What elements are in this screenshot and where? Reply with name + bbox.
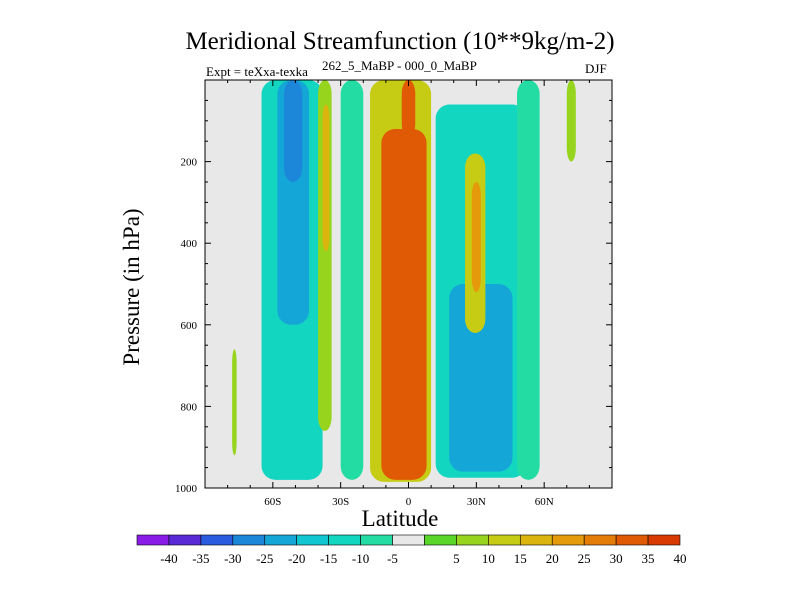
x-tick-label-1: 30S xyxy=(332,496,349,508)
x-tick-label-3: 30N xyxy=(467,496,486,508)
colorbar-box-8 xyxy=(392,534,425,546)
contour-band-8 xyxy=(381,128,427,480)
y-tick-label-200: 200 xyxy=(181,157,198,169)
colorbar-label-6: -10 xyxy=(352,551,369,566)
contour-band-15 xyxy=(566,80,576,162)
colorbar-label-10: 15 xyxy=(514,551,527,566)
colorbar-label-5: -15 xyxy=(320,551,337,566)
colorbar-box-5 xyxy=(296,534,329,546)
x-tick-label-0: 60S xyxy=(264,496,281,508)
colorbar-label-9: 10 xyxy=(482,551,495,566)
y-tick-label-800: 800 xyxy=(181,401,198,413)
contour-band-11 xyxy=(449,284,513,472)
period-label: 262_5_MaBP - 000_0_MaBP xyxy=(322,58,477,73)
contour-band-5 xyxy=(322,104,330,252)
contour-band-13 xyxy=(471,182,481,293)
colorbar-box-14 xyxy=(583,534,617,546)
x-tick-label-4: 60N xyxy=(535,496,554,508)
colorbar-label-15: 40 xyxy=(674,551,687,566)
season-label: DJF xyxy=(585,61,607,76)
x-tick-label-2: 0 xyxy=(406,496,412,508)
colorbar-box-6 xyxy=(328,534,361,546)
colorbar-box-7 xyxy=(360,534,393,546)
contour-band-9 xyxy=(401,80,416,138)
colorbar-box-1 xyxy=(168,534,202,546)
colorbar-label-12: 25 xyxy=(578,551,591,566)
colorbar-label-13: 30 xyxy=(610,551,623,566)
colorbar-box-13 xyxy=(551,534,585,546)
colorbar-box-3 xyxy=(232,534,266,546)
colorbar-label-14: 35 xyxy=(642,551,655,566)
y-tick-label-1000: 1000 xyxy=(175,483,198,495)
y-tick-label-600: 600 xyxy=(181,320,198,332)
colorbar-label-7: -5 xyxy=(387,551,398,566)
colorbar-label-8: 5 xyxy=(453,551,460,566)
colorbar-box-4 xyxy=(264,534,298,546)
colorbar-label-3: -25 xyxy=(256,551,273,566)
colorbar-box-16 xyxy=(647,534,681,546)
colorbar-box-10 xyxy=(456,534,489,546)
contour-band-3 xyxy=(284,80,303,182)
chart-title: Meridional Streamfunction (10**9kg/m-2) xyxy=(185,28,615,55)
colorbar-label-0: -40 xyxy=(160,551,177,566)
colorbar-label-11: 20 xyxy=(546,551,559,566)
x-axis-label: Latitude xyxy=(361,506,439,531)
colorbar-label-2: -30 xyxy=(224,551,241,566)
colorbar-box-0 xyxy=(136,534,170,546)
colorbar-box-12 xyxy=(519,534,553,546)
contour-band-0 xyxy=(232,349,237,456)
experiment-label: Expt = teXxa-texka xyxy=(206,64,308,79)
contour-band-6 xyxy=(340,80,364,480)
colorbar-box-9 xyxy=(424,534,457,546)
contour-band-14 xyxy=(517,80,540,480)
colorbar-box-11 xyxy=(488,534,521,546)
colorbar-box-15 xyxy=(615,534,649,546)
colorbar-label-1: -35 xyxy=(192,551,209,566)
colorbar-box-2 xyxy=(200,534,234,546)
colorbar-label-4: -20 xyxy=(288,551,305,566)
y-tick-label-400: 400 xyxy=(181,238,198,250)
